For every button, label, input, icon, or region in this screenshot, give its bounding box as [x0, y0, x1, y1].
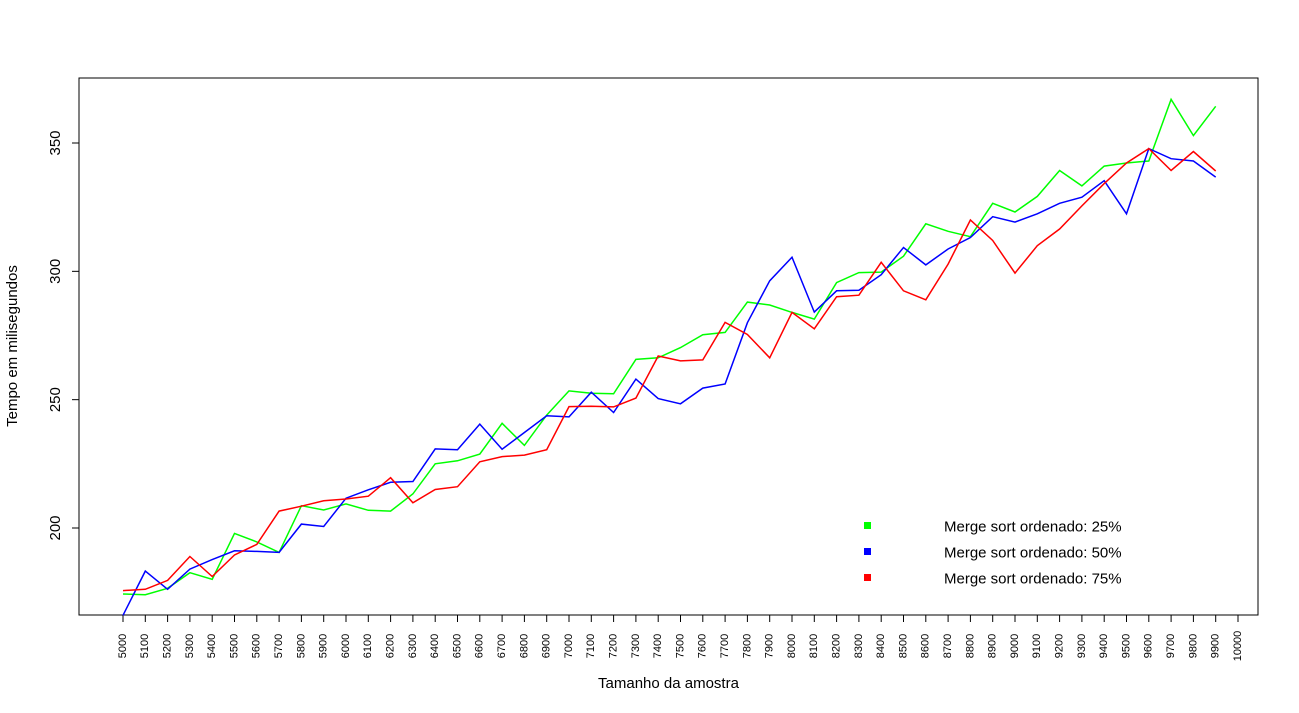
x-tick-label: 6600	[474, 634, 486, 658]
series-line-3	[122, 147, 1217, 592]
x-tick-label: 6400	[429, 634, 441, 658]
x-tick-label: 7600	[697, 634, 709, 658]
x-tick-label: 9600	[1143, 634, 1155, 658]
x-tick-label: 7000	[563, 634, 575, 658]
x-tick-label: 8400	[875, 634, 887, 658]
legend-swatch-1	[864, 522, 871, 529]
x-tick-label: 8600	[920, 634, 932, 658]
x-tick-label: 9500	[1120, 634, 1132, 658]
x-tick-label: 7500	[674, 634, 686, 658]
x-tick-label: 6200	[385, 634, 397, 658]
x-tick-label: 8900	[987, 634, 999, 658]
x-tick-label: 5900	[318, 634, 330, 658]
x-tick-label: 6500	[451, 634, 463, 658]
series-line-1	[122, 97, 1217, 596]
series-layer	[122, 97, 1217, 616]
x-tick-label: 5100	[139, 634, 151, 658]
x-tick-label: 9000	[1009, 634, 1021, 658]
x-tick-label: 6900	[541, 634, 553, 658]
x-tick-label: 8200	[831, 634, 843, 658]
x-tick-label: 7100	[585, 634, 597, 658]
x-tick-label: 5500	[228, 634, 240, 658]
x-tick-label: 6100	[362, 634, 374, 658]
legend-label-1: Merge sort ordenado: 25%	[944, 519, 1122, 536]
legend-swatch-2	[864, 548, 871, 555]
x-tick-label: 9400	[1098, 634, 1110, 658]
x-tick-label: 6300	[407, 634, 419, 658]
legend-label-2: Merge sort ordenado: 50%	[944, 545, 1122, 562]
x-tick-label: 8500	[897, 634, 909, 658]
x-tick-label: 7700	[719, 634, 731, 658]
x-tick-label: 9300	[1076, 634, 1088, 658]
x-tick-label: 7200	[608, 634, 620, 658]
x-tick-label: 8000	[786, 634, 798, 658]
x-tick-label: 5600	[251, 634, 263, 658]
x-tick-label: 8300	[853, 634, 865, 658]
x-tick-label: 6000	[340, 634, 352, 658]
x-tick-label: 10000	[1232, 631, 1244, 662]
x-tick-label: 9100	[1031, 634, 1043, 658]
x-tick-label: 8700	[942, 634, 954, 658]
x-tick-label: 7800	[741, 634, 753, 658]
x-axis: 5000 5100 5200 5300 5400 5500 5600 5700 5800 5900…	[117, 614, 1244, 662]
x-tick-label: 5200	[162, 634, 174, 658]
y-axis: 200 250 300 350	[47, 130, 80, 541]
x-tick-label: 6800	[518, 634, 530, 658]
y-axis-title: Tempo em milisegundos	[4, 265, 21, 427]
legend-swatch-3	[864, 574, 871, 581]
y-tick-label: 300	[47, 259, 64, 284]
x-tick-label: 8800	[964, 634, 976, 658]
legend: Merge sort ordenado: 25% Merge sort orden…	[864, 519, 1122, 588]
y-tick-label: 200	[47, 515, 64, 540]
x-tick-label: 8100	[808, 634, 820, 658]
x-tick-label: 5800	[295, 634, 307, 658]
x-tick-label: 5300	[184, 634, 196, 658]
legend-label-3: Merge sort ordenado: 75%	[944, 571, 1122, 588]
x-tick-label: 9800	[1187, 634, 1199, 658]
y-tick-label: 350	[47, 130, 64, 155]
x-tick-label: 5400	[206, 634, 218, 658]
series-line-2	[122, 147, 1217, 616]
x-tick-label: 6700	[496, 634, 508, 658]
x-tick-label: 5000	[117, 634, 129, 658]
x-tick-label: 9200	[1054, 634, 1066, 658]
x-tick-label: 9700	[1165, 634, 1177, 658]
x-tick-label: 7400	[652, 634, 664, 658]
x-tick-label: 9900	[1210, 634, 1222, 658]
x-tick-label: 5700	[273, 634, 285, 658]
x-tick-label: 7900	[764, 634, 776, 658]
y-tick-label: 250	[47, 387, 64, 412]
x-axis-title: Tamanho da amostra	[598, 675, 740, 692]
x-tick-label: 7300	[630, 634, 642, 658]
